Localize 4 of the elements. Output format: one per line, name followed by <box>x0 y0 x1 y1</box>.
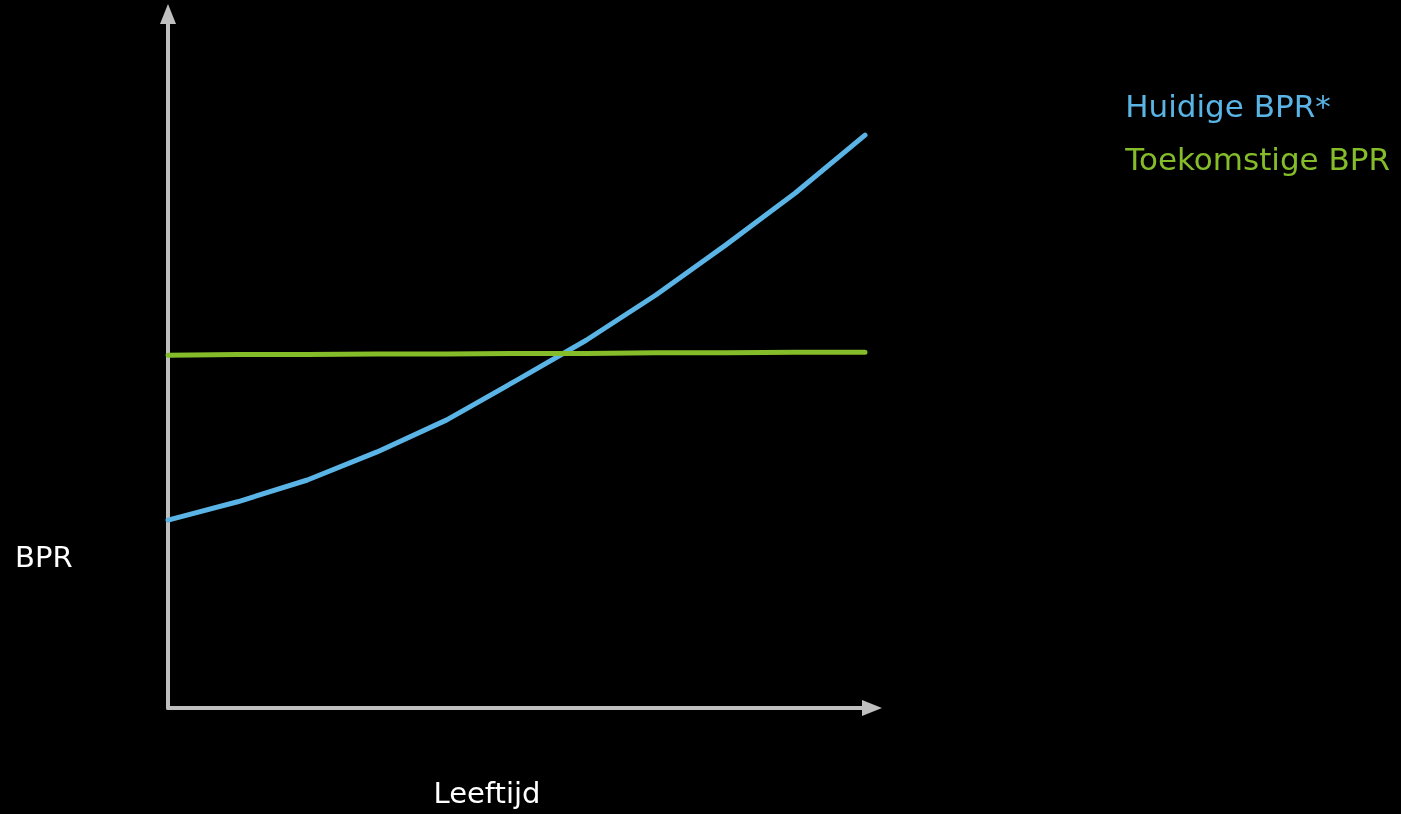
y-axis-title: BPR <box>15 539 73 574</box>
text: Huidige BPR* <box>1125 87 1331 124</box>
text: Toekomstige BPR <box>1124 140 1391 177</box>
x-axis-title: Leeftijd <box>433 776 541 810</box>
